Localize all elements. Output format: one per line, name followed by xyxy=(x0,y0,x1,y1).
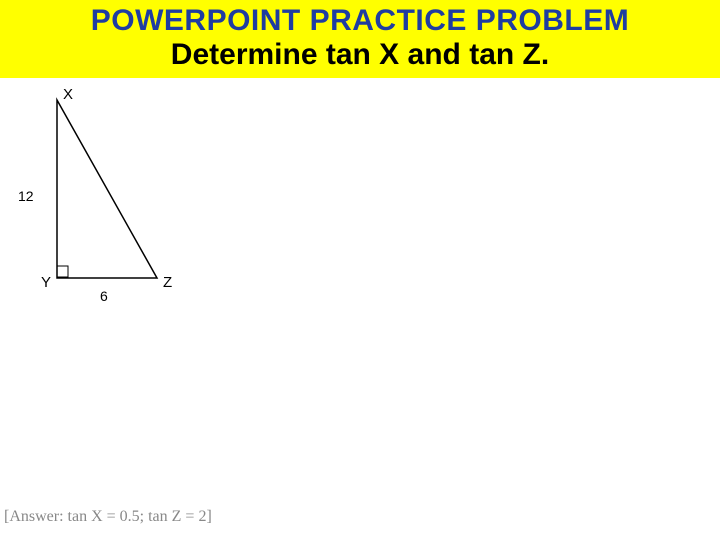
slide-subtitle: Determine tan X and tan Z. xyxy=(0,38,720,72)
vertex-x-label: X xyxy=(63,86,73,103)
slide-title: POWERPOINT PRACTICE PROBLEM xyxy=(0,4,720,38)
header-banner: POWERPOINT PRACTICE PROBLEM Determine ta… xyxy=(0,0,720,78)
vertex-z-label: Z xyxy=(163,274,172,291)
side-xy-label: 12 xyxy=(18,188,34,204)
side-yz-label: 6 xyxy=(100,288,108,304)
answer-text: [Answer: tan X = 0.5; tan Z = 2] xyxy=(4,508,212,526)
triangle-diagram: X Y Z 12 6 xyxy=(22,88,182,318)
vertex-y-label: Y xyxy=(41,274,51,291)
